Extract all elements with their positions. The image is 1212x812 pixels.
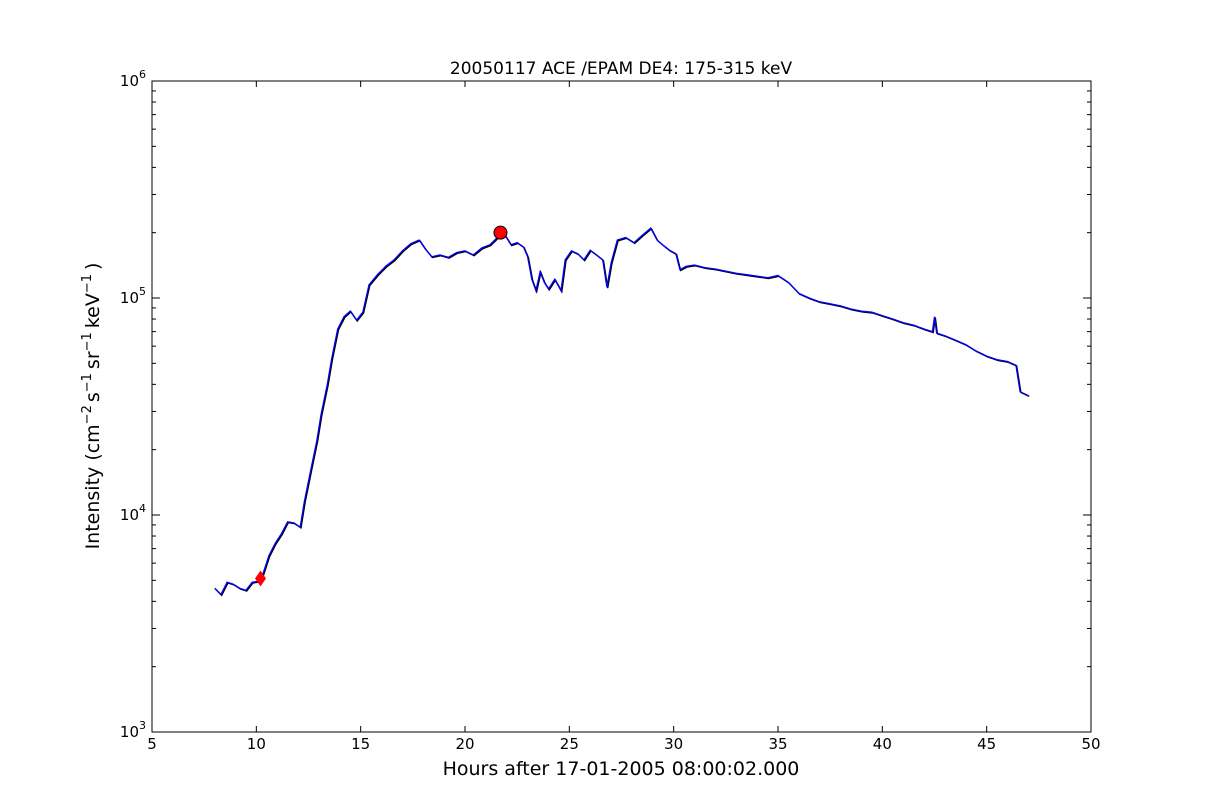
y-label-exp2: −1 [80, 373, 95, 392]
y-tick-base: 10 [120, 289, 139, 307]
x-tick-label: 35 [768, 735, 787, 753]
series-shadow-line [214, 227, 1030, 597]
plot-background [152, 81, 1091, 732]
peak-marker [493, 225, 508, 240]
y-tick-label: 103 [120, 719, 146, 741]
axis-ticks [151, 80, 1092, 733]
x-tick-label: 45 [977, 735, 996, 753]
x-tick-label: 40 [873, 735, 892, 753]
x-tick-label: 25 [560, 735, 579, 753]
y-tick-base: 10 [120, 723, 139, 741]
x-tick-label: 15 [351, 735, 370, 753]
y-label-exp4: −1 [80, 274, 95, 293]
y-tick-label: 106 [120, 68, 146, 90]
y-tick-label: 104 [120, 502, 146, 524]
y-label-exp3: −1 [80, 332, 95, 351]
x-tick-label: 50 [1081, 735, 1100, 753]
x-axis-label: Hours after 17-01-2005 08:00:02.000 [443, 758, 800, 780]
series-group [214, 227, 1030, 597]
markers-group [254, 225, 508, 587]
x-tick-label: 10 [247, 735, 266, 753]
y-tick-base: 10 [120, 506, 139, 524]
y-label-exp1: −2 [80, 405, 95, 424]
y-label-suffix: ) [82, 263, 104, 270]
onset-marker [254, 570, 267, 587]
plot-frame [151, 80, 1092, 733]
chart-title: 20050117 ACE /EPAM DE4: 175-315 keV [450, 59, 793, 79]
x-tick-label: 5 [147, 735, 157, 753]
series-line [214, 227, 1029, 596]
y-label-mid2: sr [82, 351, 104, 369]
y-tick-exp: 3 [139, 719, 146, 732]
x-tick-label: 30 [664, 735, 683, 753]
y-tick-base: 10 [120, 72, 139, 90]
x-tick-labels: 5 10 15 20 25 30 35 40 45 50 [147, 735, 1100, 753]
x-tick-label: 20 [455, 735, 474, 753]
y-tick-label: 105 [120, 285, 146, 307]
y-tick-exp: 5 [139, 285, 146, 298]
y-label-mid1: s [82, 392, 104, 402]
y-label-mid3: keV [82, 293, 104, 328]
y-label-prefix: Intensity (cm [82, 424, 104, 549]
y-axis-label: Intensity (cm−2s−1sr−1keV−1) [80, 263, 104, 550]
y-tick-exp: 4 [139, 502, 146, 515]
y-tick-exp: 6 [139, 68, 146, 81]
